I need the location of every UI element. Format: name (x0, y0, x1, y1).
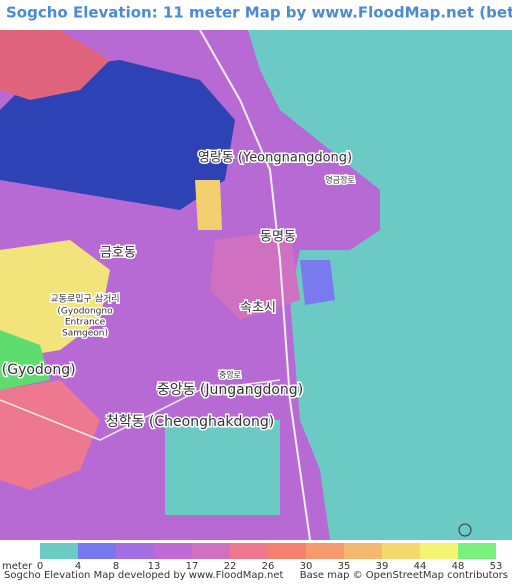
map-label: 동 (Gyodong) (0, 362, 76, 378)
high-ground (0, 240, 110, 360)
road (0, 379, 281, 441)
high-ground (0, 30, 110, 100)
lake (0, 60, 235, 210)
low-ground (300, 260, 335, 305)
legend-swatch (40, 543, 78, 559)
legend-tick-label: 13 (148, 561, 161, 572)
legend-swatch (192, 543, 230, 559)
legend-tick-label: 0 (37, 561, 43, 572)
legend-swatch (458, 543, 496, 559)
map-label: 영랑동 (Yeongnangdong) (198, 151, 352, 166)
map-label: Samgeon) (62, 329, 108, 339)
map (0, 29, 512, 541)
osm-logo (458, 523, 472, 537)
legend-tick-label: 44 (414, 561, 427, 572)
legend-swatch (306, 543, 344, 559)
footer-right: Base map © OpenStreetMap contributors (300, 570, 508, 581)
legend: meter 0 4 8 13 17 22 26 30 35 39 44 48 53 (2, 543, 502, 572)
map-label: 동명동 (260, 230, 296, 245)
title: Sogcho Elevation: 11 meter Map by www.Fl… (6, 4, 512, 22)
road (199, 29, 311, 541)
legend-swatch (116, 543, 154, 559)
legend-tick-label: 4 (75, 561, 81, 572)
legend-tick-label: 22 (224, 561, 237, 572)
legend-swatch (344, 543, 382, 559)
lake (165, 420, 280, 515)
legend-tick-label: 26 (262, 561, 275, 572)
legend-tick-label: 17 (186, 561, 199, 572)
legend-swatch (268, 543, 306, 559)
map-label: 금호동 (100, 246, 136, 261)
map-label: 중앙로 (219, 370, 241, 380)
map-label: 중앙동 (Jungangdong) (157, 382, 303, 398)
legend-tick-label: 35 (338, 561, 351, 572)
legend-tick-label: 53 (490, 561, 503, 572)
legend-tick-label: 30 (300, 561, 313, 572)
map-label: (Gyodongno (57, 307, 113, 317)
sea (248, 30, 512, 540)
legend-swatch (154, 543, 192, 559)
map-label: 영금정로 (325, 175, 354, 185)
footer-left: Sogcho Elevation Map developed by www.Fl… (4, 570, 283, 581)
legend-swatch (230, 543, 268, 559)
map-label: 속초시 (240, 301, 276, 316)
legend-swatch (382, 543, 420, 559)
legend-swatch (420, 543, 458, 559)
legend-tick-label: 8 (113, 561, 119, 572)
legend-unit: meter (2, 561, 33, 572)
high-ground (0, 380, 100, 490)
legend-tick-label: 39 (376, 561, 389, 572)
mid-ground (210, 230, 300, 320)
high-ground (195, 180, 222, 230)
legend-swatch (78, 543, 116, 559)
legend-tick-label: 48 (452, 561, 465, 572)
map-label: Entrance (65, 318, 106, 328)
high-ground (0, 330, 50, 390)
map-label: 교동로입구 삼거리 (50, 293, 119, 305)
map-label: 청학동 (Cheonghakdong) (106, 414, 274, 430)
